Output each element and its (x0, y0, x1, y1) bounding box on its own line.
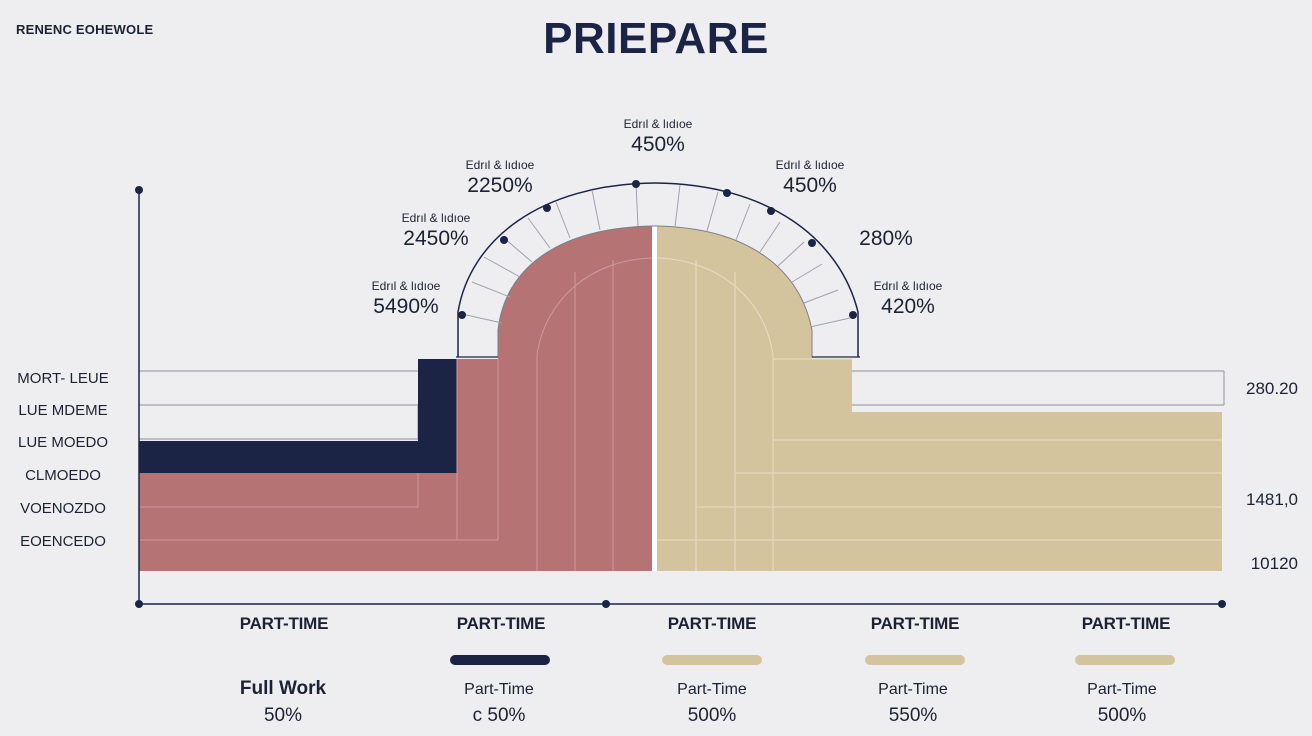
beige-grid-lines (656, 257, 1222, 571)
legend-value: 50% (263, 705, 303, 726)
arc-annotation: Edrıl & lıdıoe 420% (858, 279, 958, 320)
legend-swatch (1075, 655, 1175, 665)
arch-dots (458, 180, 857, 319)
arc-annotation-value: 280% (859, 227, 913, 250)
arc-annotation: Edrıl & lıdıoe 450% (760, 158, 860, 199)
arc-annotation: Edrıl & lıdıoe 450% (608, 117, 708, 158)
arc-annotation-value: 450% (631, 133, 685, 156)
arc-annotation-value: 5490% (373, 295, 439, 318)
legend-label: Full Work (239, 678, 327, 699)
arc-annotation-value: 450% (783, 174, 837, 197)
x-tick-label: PART-TIME (1081, 614, 1171, 633)
arc-annotation: Edrıl & lıdıoe 5490% (356, 279, 456, 320)
corner-label: RENENC EOHEWOLE (16, 22, 154, 37)
arc-annotation: 280% (836, 226, 936, 252)
arc-annotation-label: Edrıl & lıdıoe (873, 279, 943, 293)
arch-spokes (461, 183, 851, 328)
right-tick-label: 1481,0 (1246, 490, 1298, 509)
legend-label: Part-Time (677, 681, 747, 698)
x-tick-label: PART-TIME (456, 614, 546, 633)
right-tick-label: 10120 (1250, 554, 1298, 573)
arc-annotation-value: 420% (881, 295, 935, 318)
arc-annotation-value: 2250% (467, 174, 533, 197)
row-label: CLMOEDO (25, 467, 101, 484)
legend-value: c 50% (472, 705, 526, 726)
arc-annotation: Edrıl & lıdıoe 2450% (386, 211, 486, 252)
row-label: LUE MOEDO (17, 434, 108, 451)
chart-title: PRIEPARE (543, 14, 769, 63)
legend-swatch (865, 655, 965, 665)
left-row-outlines (139, 370, 419, 440)
row-label: EOENCEDO (20, 533, 106, 550)
arch (456, 182, 860, 358)
right-tick-label: 280.20 (1246, 379, 1298, 398)
center-divider (652, 226, 657, 571)
x-tick-label: PART-TIME (667, 614, 757, 633)
row-label: LUE MDEME (18, 402, 108, 419)
legend-label: Part-Time (878, 681, 948, 698)
axis-dots (135, 186, 1226, 608)
navy-area (139, 359, 457, 473)
legend-label: Part-Time (464, 681, 534, 698)
axes (138, 190, 1222, 605)
x-tick-label: PART-TIME (239, 614, 329, 633)
rose-area (139, 226, 652, 571)
arc-annotation-label: Edrıl & lıdıoe (465, 158, 535, 172)
rose-grid-lines (139, 257, 653, 571)
arc-annotation-label: Edrıl & lıdıoe (775, 158, 845, 172)
legend-value: 500% (687, 705, 737, 726)
legend-label: Part-Time (1087, 681, 1157, 698)
legend-value: 500% (1097, 705, 1147, 726)
legend-swatch (662, 655, 762, 665)
arc-annotation-value: 2450% (403, 227, 469, 250)
arc-annotation-label: Edrıl & lıdıoe (371, 279, 441, 293)
right-row-outlines (852, 370, 1225, 406)
row-label: VOENOZDO (20, 500, 106, 517)
beige-area (657, 226, 1222, 571)
arc-annotation-label: Edrıl & lıdıoe (623, 117, 693, 131)
arc-annotation-label: Edrıl & lıdıoe (401, 211, 471, 225)
row-label: MORT- LEUE (17, 370, 109, 387)
arc-annotation: Edrıl & lıdıoe 2250% (450, 158, 550, 199)
legend-value: 550% (888, 705, 938, 726)
x-tick-label: PART-TIME (870, 614, 960, 633)
legend-swatch (450, 655, 550, 665)
